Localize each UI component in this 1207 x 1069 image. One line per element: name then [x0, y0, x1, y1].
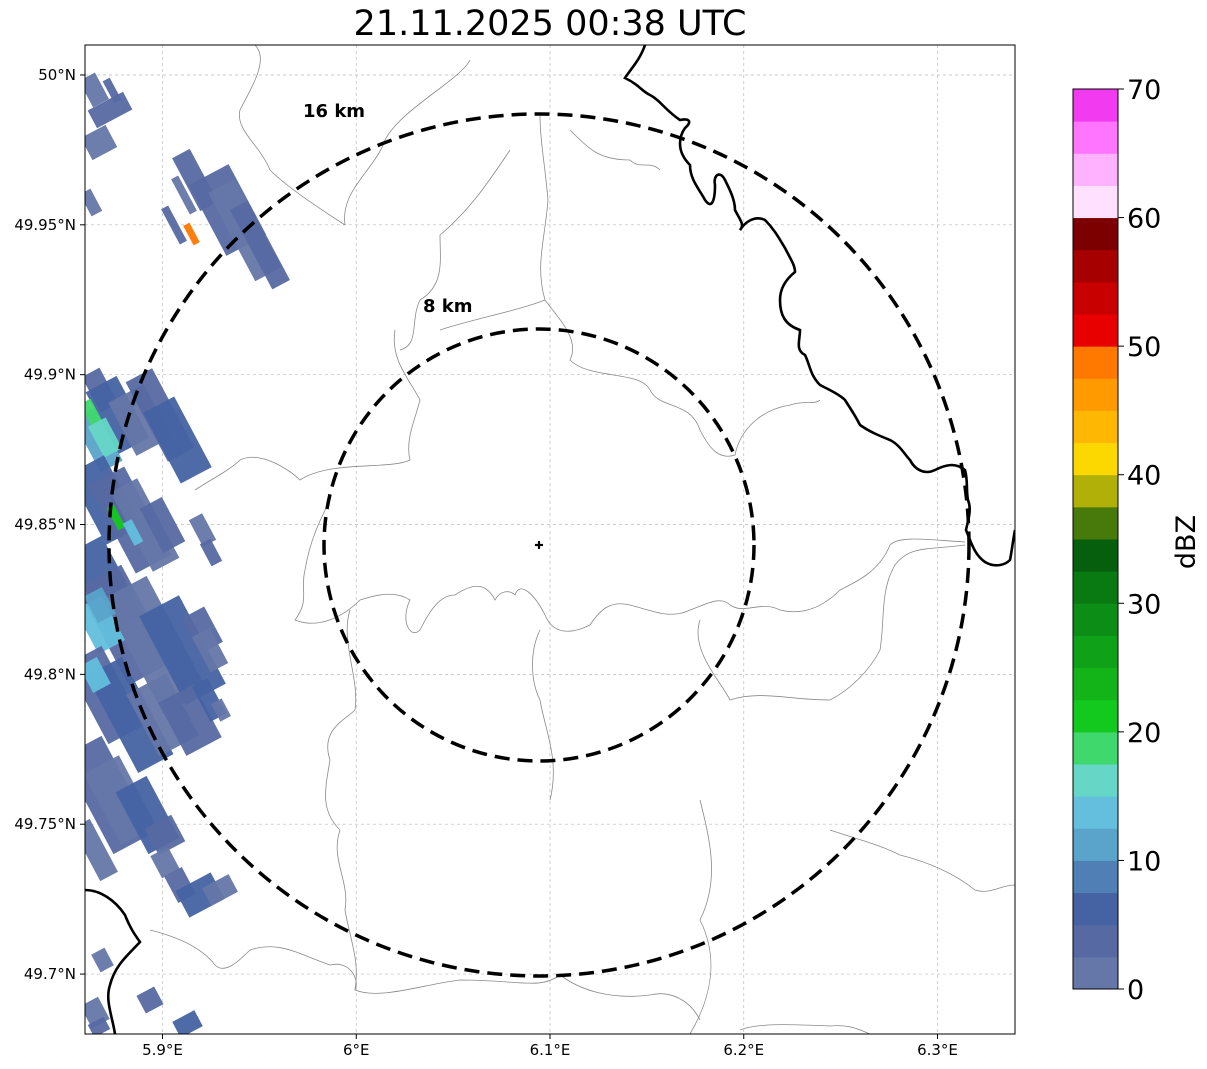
echo-cell	[199, 538, 223, 567]
echo-cell	[172, 1010, 203, 1034]
x-axis-ticks: 5.9°E 6°E 6.1°E 6.2°E 6.3°E	[142, 1034, 958, 1059]
colorbar-tick-label: 60	[1127, 204, 1161, 235]
y-tick-label: 49.85°N	[14, 516, 76, 534]
colorbar-swatch	[1073, 635, 1118, 669]
colorbar-swatches	[1073, 89, 1118, 990]
colorbar-swatch	[1073, 153, 1118, 186]
colorbar-frame	[1072, 88, 1119, 990]
range-ring-8km	[322, 327, 756, 763]
y-axis-ticks: 50°N 49.95°N 49.9°N 49.85°N 49.8°N 49.75°N 49.…	[14, 66, 85, 983]
colorbar-tick-label: 20	[1127, 718, 1161, 749]
range-rings	[107, 112, 971, 978]
range-ring-label-16km: 16 km	[303, 101, 365, 122]
colorbar-label: dBZ	[1171, 515, 1202, 569]
y-tick-label: 49.7°N	[24, 965, 76, 983]
colorbar-swatch	[1073, 442, 1118, 476]
colorbar-swatch	[1073, 956, 1118, 990]
echo-cell	[122, 519, 144, 546]
echo-cell	[85, 657, 111, 693]
colorbar-swatch	[1073, 731, 1118, 765]
range-ring-label-8km: 8 km	[423, 296, 473, 317]
echo-cell	[87, 417, 123, 458]
colorbar-swatch	[1073, 346, 1118, 379]
colorbar-swatch	[1073, 892, 1118, 926]
colorbar-swatch	[1073, 89, 1118, 122]
echo-cell	[183, 222, 200, 246]
colorbar-swatch	[1073, 860, 1118, 894]
echo-cell	[86, 657, 174, 773]
colorbar-swatch	[1073, 764, 1118, 797]
echo-cell	[161, 205, 187, 245]
colorbar-swatch	[1073, 796, 1118, 829]
x-tick-label: 6.2°E	[723, 1041, 764, 1059]
x-tick-label: 5.9°E	[142, 1041, 183, 1059]
colorbar-swatch	[1073, 281, 1118, 315]
x-tick-label: 6°E	[343, 1041, 370, 1059]
x-tick-label: 6.3°E	[917, 1041, 958, 1059]
echo-cell	[211, 698, 231, 722]
colorbar-swatch	[1073, 249, 1118, 283]
colorbar-swatch	[1073, 474, 1118, 508]
country-border	[85, 45, 1015, 1034]
y-tick-label: 50°N	[38, 66, 76, 84]
map-gridlines	[85, 45, 1015, 1034]
echo-cell	[188, 513, 217, 547]
echo-cell	[139, 595, 226, 705]
radar-site-marker	[535, 541, 543, 549]
x-tick-label: 6.1°E	[530, 1041, 571, 1059]
colorbar-swatch	[1073, 924, 1118, 958]
colorbar-swatch	[1073, 506, 1118, 540]
echo-cell	[102, 77, 122, 104]
colorbar-tick-label: 30	[1127, 589, 1161, 620]
y-tick-label: 49.8°N	[24, 665, 76, 683]
echo-cell	[85, 72, 109, 108]
echo-cell	[158, 684, 222, 756]
echo-cell	[171, 175, 197, 215]
radar-echoes	[85, 72, 290, 1034]
echo-cell	[91, 947, 114, 973]
colorbar-swatch	[1073, 314, 1118, 347]
colorbar-ticks: 0 10 20 30 40 50 60 70	[1118, 75, 1161, 1006]
echo-cell	[139, 497, 186, 553]
echo-cell	[144, 814, 186, 856]
echo-cell	[85, 818, 118, 882]
colorbar-swatch	[1073, 699, 1118, 733]
colorbar-tick-label: 40	[1127, 461, 1161, 492]
colorbar-swatch	[1073, 571, 1118, 604]
colorbar-tick-label: 50	[1127, 332, 1161, 363]
map-title: 21.11.2025 00:38 UTC	[353, 4, 747, 44]
echo-cell	[87, 1016, 111, 1034]
y-tick-label: 49.9°N	[24, 366, 76, 384]
colorbar-tick-label: 10	[1127, 846, 1161, 877]
echo-cell	[230, 200, 290, 290]
colorbar-swatch	[1073, 667, 1118, 701]
echo-cell	[87, 91, 133, 129]
echo-cell	[85, 124, 118, 161]
echo-cell	[136, 986, 164, 1014]
colorbar-swatch	[1073, 185, 1118, 219]
echo-cell	[202, 874, 238, 906]
colorbar-tick-label: 0	[1127, 975, 1144, 1006]
colorbar-swatch	[1073, 378, 1118, 411]
region-borders	[149, 45, 1015, 1034]
colorbar-swatch	[1073, 539, 1118, 572]
echo-cell	[85, 587, 116, 623]
y-tick-label: 49.95°N	[14, 216, 76, 234]
echo-cell	[150, 846, 180, 879]
echo-cell	[143, 396, 212, 484]
colorbar-swatch	[1073, 217, 1118, 251]
colorbar-swatch	[1073, 603, 1118, 636]
colorbar-swatch	[1073, 828, 1118, 861]
range-ring-16km	[107, 112, 971, 978]
y-tick-label: 49.75°N	[14, 815, 76, 833]
echo-cell	[191, 627, 229, 673]
colorbar-swatch	[1073, 410, 1118, 444]
colorbar-swatch	[1073, 121, 1118, 154]
echo-cell	[85, 595, 125, 655]
colorbar-tick-label: 70	[1127, 75, 1161, 106]
